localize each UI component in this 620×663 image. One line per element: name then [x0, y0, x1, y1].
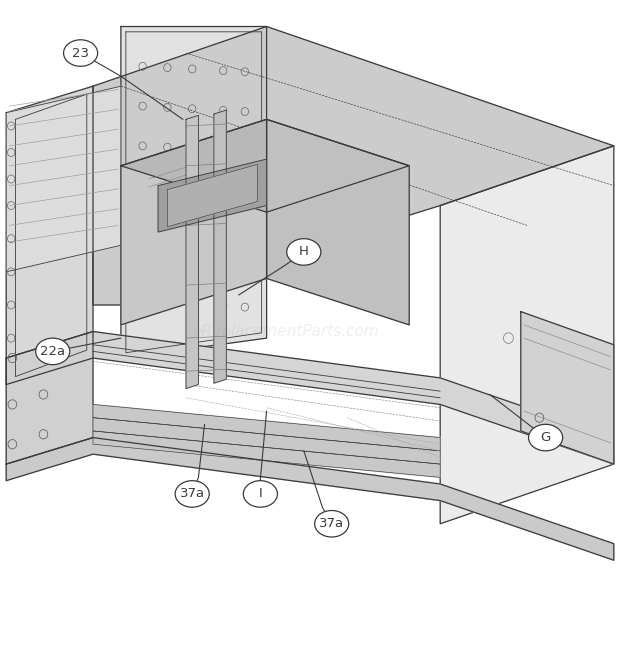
Text: I: I [259, 487, 262, 501]
Polygon shape [93, 431, 440, 477]
Text: 22a: 22a [40, 345, 65, 358]
Polygon shape [214, 110, 226, 383]
Polygon shape [93, 27, 614, 305]
Text: H: H [299, 245, 309, 259]
Polygon shape [267, 119, 409, 325]
Polygon shape [121, 27, 267, 358]
Ellipse shape [175, 481, 210, 507]
Ellipse shape [243, 481, 278, 507]
Polygon shape [186, 115, 198, 389]
Polygon shape [93, 404, 440, 451]
Polygon shape [158, 159, 267, 232]
Polygon shape [93, 418, 440, 464]
Ellipse shape [529, 424, 563, 451]
Ellipse shape [64, 40, 98, 66]
Ellipse shape [286, 239, 321, 265]
Text: eReplacementParts.com: eReplacementParts.com [192, 324, 379, 339]
Polygon shape [440, 146, 614, 524]
Ellipse shape [36, 338, 69, 365]
Polygon shape [6, 332, 614, 464]
Text: 37a: 37a [319, 517, 344, 530]
Text: 23: 23 [72, 46, 89, 60]
Polygon shape [121, 119, 267, 325]
Text: G: G [541, 431, 551, 444]
Polygon shape [6, 438, 614, 560]
Polygon shape [6, 86, 93, 385]
Polygon shape [6, 86, 121, 272]
Polygon shape [6, 332, 93, 464]
Polygon shape [121, 119, 409, 212]
Ellipse shape [315, 511, 349, 537]
Polygon shape [167, 164, 257, 227]
Polygon shape [521, 312, 614, 464]
Text: 37a: 37a [180, 487, 205, 501]
